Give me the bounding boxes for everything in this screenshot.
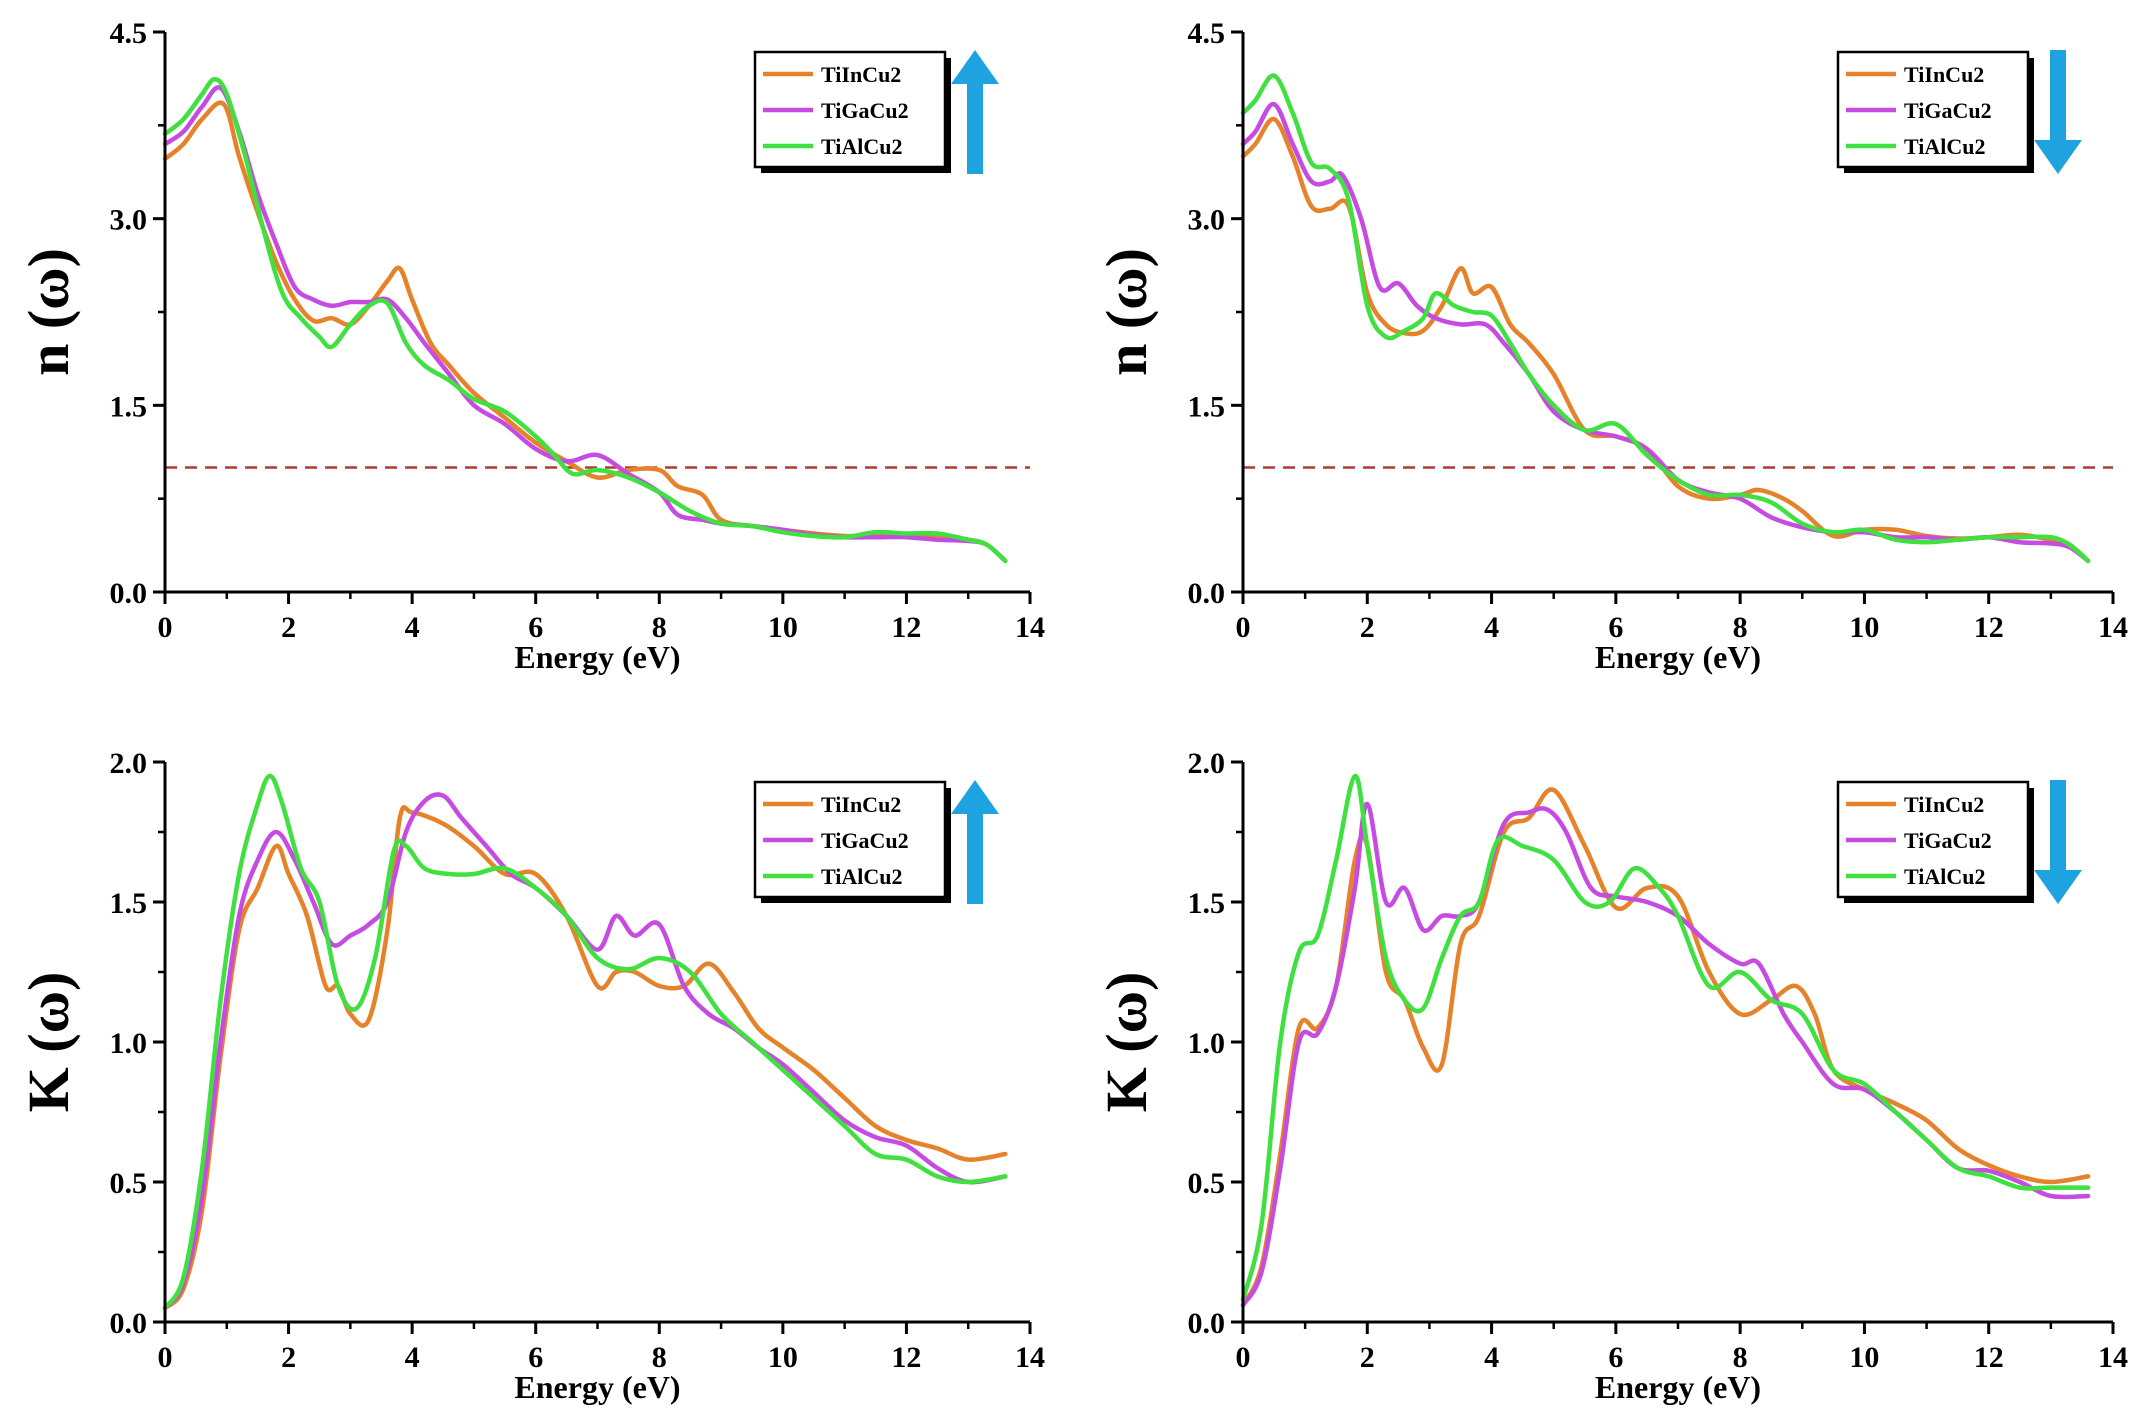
series-line-TiAlCu2 (162, 773, 1008, 1311)
x-tick-label: 4 (1484, 611, 1499, 644)
y-tick-label: 2.0 (110, 747, 148, 780)
x-axis-title: Energy (eV) (1595, 1369, 1761, 1405)
series-line-TiInCu2 (1240, 116, 2091, 564)
y-axis-title: n (ω) (16, 248, 81, 376)
y-tick-label: 0.0 (110, 577, 148, 610)
chart-panel-n-up: 0 2 4 6 8 10 12 14 0.0 1.5 3.0 4.5 Energy (eV) n (ω) T… (16, 17, 1045, 675)
x-tick-label: 2 (1360, 1341, 1375, 1374)
y-tick-label: 3.0 (1188, 204, 1226, 237)
y-tick-label: 1.5 (110, 390, 148, 423)
y-tick-label: 2.0 (1188, 747, 1226, 780)
x-tick-label: 8 (1733, 1341, 1748, 1374)
y-tick-label: 0.0 (1188, 577, 1226, 610)
y-tick-label: 0.0 (1188, 1307, 1226, 1340)
legend-label-TiGaCu2: TiGaCu2 (1904, 98, 1992, 123)
y-tick-label: 0.5 (110, 1167, 148, 1200)
x-axis-title: Energy (eV) (514, 1369, 680, 1405)
x-tick-label: 10 (1849, 1341, 1879, 1374)
x-tick-label: 12 (1974, 1341, 2004, 1374)
x-tick-label: 6 (528, 1341, 543, 1374)
y-tick-label: 1.5 (110, 887, 148, 920)
x-tick-label: 4 (1484, 1341, 1499, 1374)
x-tick-label: 6 (1608, 1341, 1623, 1374)
y-tick-label: 3.0 (110, 204, 148, 237)
legend-label-TiInCu2: TiInCu2 (1904, 62, 1984, 87)
series-line-TiInCu2 (162, 805, 1008, 1311)
y-tick-label: 1.0 (110, 1027, 148, 1060)
legend-label-TiInCu2: TiInCu2 (821, 62, 901, 87)
x-tick-label: 0 (158, 1341, 173, 1374)
x-tick-label: 6 (528, 611, 543, 644)
x-tick-label: 14 (2098, 1341, 2128, 1374)
x-tick-label: 8 (652, 1341, 667, 1374)
legend-label-TiAlCu2: TiAlCu2 (821, 134, 903, 159)
chart-panel-k-up: 0 2 4 6 8 10 12 14 0.0 0.5 1.0 1.5 2.0 Energy (eV) K (… (16, 747, 1045, 1405)
legend-label-TiAlCu2: TiAlCu2 (1904, 864, 1986, 889)
spin-up-arrow-icon (951, 50, 999, 174)
x-axis-title: Energy (eV) (514, 639, 680, 675)
spin-up-arrow-icon (951, 780, 999, 904)
legend-label-TiAlCu2: TiAlCu2 (821, 864, 903, 889)
legend-label-TiAlCu2: TiAlCu2 (1904, 134, 1986, 159)
legend-label-TiGaCu2: TiGaCu2 (821, 98, 909, 123)
x-tick-label: 0 (1236, 611, 1251, 644)
x-axis-title: Energy (eV) (1595, 639, 1761, 675)
x-tick-label: 12 (891, 611, 921, 644)
x-tick-label: 2 (281, 611, 296, 644)
y-tick-label: 0.5 (1188, 1167, 1226, 1200)
legend-label-TiInCu2: TiInCu2 (1904, 792, 1984, 817)
y-tick-label: 1.5 (1188, 887, 1226, 920)
chart-panel-n-down: 0 2 4 6 8 10 12 14 0.0 1.5 3.0 4.5 Energy (eV) n (ω) T… (1094, 17, 2128, 675)
spin-down-arrow-icon (2034, 780, 2082, 904)
spin-down-arrow-icon (2034, 50, 2082, 174)
series-line-TiGaCu2 (162, 792, 1008, 1311)
x-tick-label: 0 (158, 611, 173, 644)
x-tick-label: 14 (2098, 611, 2128, 644)
x-tick-label: 6 (1608, 611, 1623, 644)
y-axis-title: K (ω) (16, 972, 81, 1113)
y-tick-label: 0.0 (110, 1307, 148, 1340)
series-line-TiAlCu2 (162, 77, 1008, 564)
x-tick-label: 2 (281, 1341, 296, 1374)
x-tick-label: 14 (1015, 611, 1045, 644)
x-tick-label: 14 (1015, 1341, 1045, 1374)
x-tick-label: 12 (891, 1341, 921, 1374)
legend-label-TiGaCu2: TiGaCu2 (1904, 828, 1992, 853)
chart-panel-k-down: 0 2 4 6 8 10 12 14 0.0 0.5 1.0 1.5 2.0 Energy (eV) K (… (1094, 747, 2128, 1405)
x-tick-label: 8 (652, 611, 667, 644)
x-tick-label: 10 (1849, 611, 1879, 644)
series-line-TiAlCu2 (1240, 773, 2091, 1302)
x-tick-label: 2 (1360, 611, 1375, 644)
y-tick-label: 1.5 (1188, 390, 1226, 423)
y-axis-title: K (ω) (1094, 972, 1159, 1113)
x-tick-label: 10 (768, 1341, 798, 1374)
legend-label-TiGaCu2: TiGaCu2 (821, 828, 909, 853)
y-axis-title: n (ω) (1094, 248, 1159, 376)
x-tick-label: 8 (1733, 611, 1748, 644)
y-tick-label: 4.5 (1188, 17, 1226, 50)
y-tick-label: 1.0 (1188, 1027, 1226, 1060)
x-tick-label: 4 (405, 611, 420, 644)
x-tick-label: 10 (768, 611, 798, 644)
x-tick-label: 4 (405, 1341, 420, 1374)
y-tick-label: 4.5 (110, 17, 148, 50)
series-line-TiAlCu2 (1240, 73, 2091, 564)
x-tick-label: 0 (1236, 1341, 1251, 1374)
x-tick-label: 12 (1974, 611, 2004, 644)
legend-label-TiInCu2: TiInCu2 (821, 792, 901, 817)
